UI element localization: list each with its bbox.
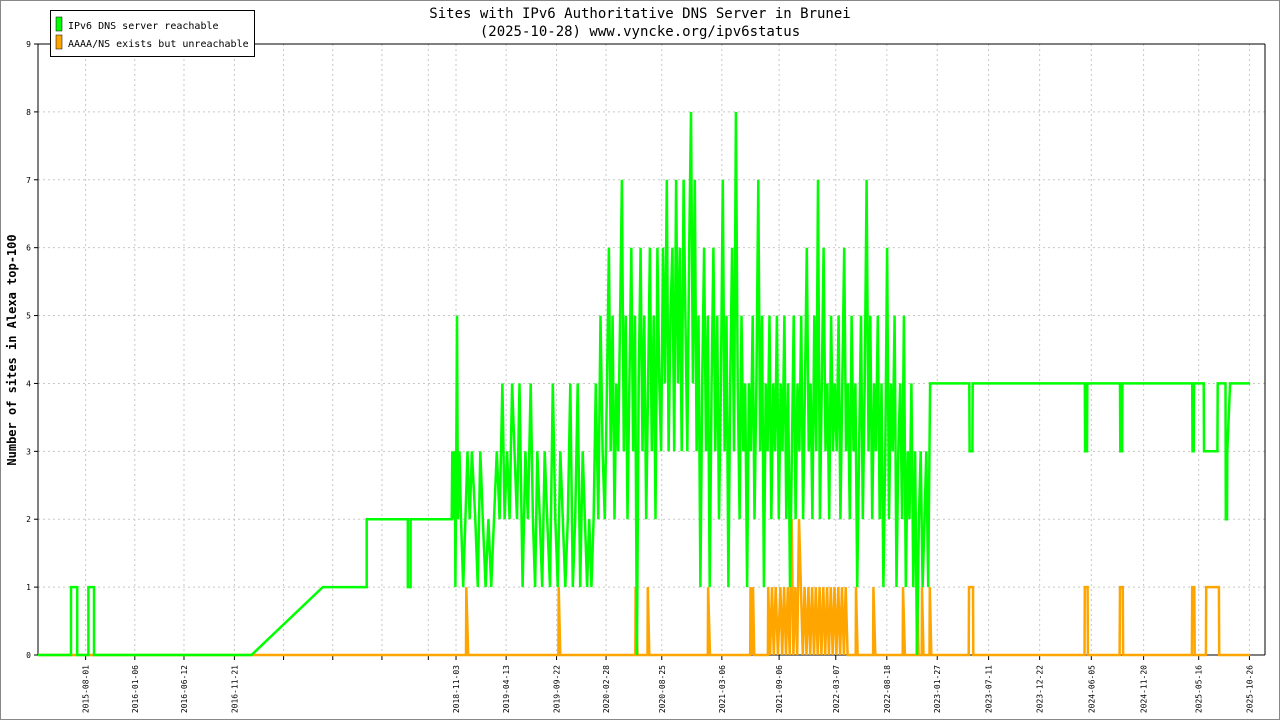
y-tick-label: 0	[26, 651, 31, 660]
x-tick-label: 2021-03-06	[718, 665, 727, 713]
x-tick-label: 2015-08-01	[82, 665, 91, 713]
x-tick-label: 2016-01-06	[131, 665, 140, 713]
legend: IPv6 DNS server reachable AAAA/NS exists…	[50, 10, 255, 57]
x-tick-label: 2020-02-28	[602, 665, 611, 713]
series-layer	[38, 111, 1251, 657]
legend-box	[50, 10, 255, 57]
y-tick-label: 1	[26, 583, 31, 592]
y-tick-label: 6	[26, 244, 31, 253]
axis-layer: 0 1 2 3 4 5 6 7 8 9 2015-08-01 2016-01-06 2016-06-12…	[26, 40, 1266, 713]
x-tick-label: 2025-10-26	[1245, 665, 1254, 713]
y-tick-label: 7	[26, 176, 31, 185]
x-tick-label: 2023-07-11	[985, 665, 994, 713]
y-tick-label: 2	[26, 515, 31, 524]
x-tick-label: 2021-09-06	[775, 665, 784, 713]
x-tick-label: 2022-03-07	[832, 665, 841, 713]
x-tick-label: 2016-06-12	[180, 665, 189, 713]
x-tick-label: 2024-11-20	[1140, 665, 1149, 713]
series-line-ipv6-reachable	[38, 111, 1251, 657]
y-axis-label: Number of sites in Alexa top-100	[5, 234, 19, 465]
x-tick-label: 2018-11-03	[452, 665, 461, 713]
y-tick-label: 8	[26, 108, 31, 117]
legend-label-ipv6-reachable: IPv6 DNS server reachable	[68, 21, 219, 32]
x-tick-label: 2023-01-27	[933, 665, 942, 713]
y-tick-label: 4	[26, 379, 31, 388]
legend-swatch-unreachable	[55, 34, 63, 50]
x-tick-label: 2016-11-21	[230, 665, 239, 713]
x-tick-label: 2020-08-25	[658, 665, 667, 713]
legend-label-unreachable: AAAA/NS exists but unreachable	[68, 39, 249, 50]
series-line-unreachable	[38, 519, 1251, 657]
x-tick-label: 2019-04-13	[502, 665, 511, 713]
y-tick-label: 9	[26, 40, 31, 49]
chart-subtitle: (2025-10-28) www.vyncke.org/ipv6status	[480, 24, 800, 40]
y-tick-label: 5	[26, 312, 31, 321]
x-tick-label: 2022-08-18	[883, 665, 892, 713]
y-tick-label: 3	[26, 447, 31, 456]
x-tick-label: 2019-09-22	[553, 665, 562, 713]
x-tick-label: 2025-05-16	[1195, 665, 1204, 713]
chart-title: Sites with IPv6 Authoritative DNS Server…	[429, 6, 850, 22]
x-tick-label: 2023-12-22	[1036, 665, 1045, 713]
x-tick-label: 2024-06-05	[1087, 665, 1096, 713]
legend-swatch-ipv6-reachable	[55, 16, 63, 32]
